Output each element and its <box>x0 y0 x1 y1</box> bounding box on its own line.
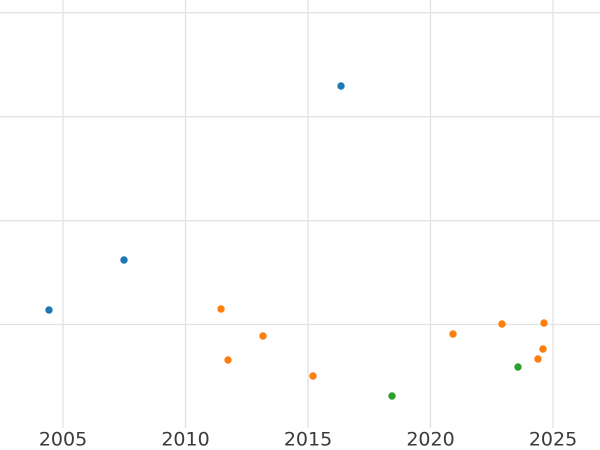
x-axis-tick-labels: 2005 2010 2015 2020 2025 <box>39 429 577 450</box>
x-tick-label: 2025 <box>529 429 577 450</box>
scatter-point-orange <box>498 320 506 328</box>
scatter-point-blue <box>45 306 53 314</box>
x-tick-label: 2010 <box>161 429 209 450</box>
scatter-point-orange <box>217 305 225 313</box>
scatter-point-blue <box>337 82 345 90</box>
scatter-point-orange <box>534 355 542 363</box>
scatter-point-orange <box>259 332 267 340</box>
scatter-point-orange <box>224 356 232 364</box>
scatter-point-orange <box>449 330 457 338</box>
scatter-point-green <box>388 392 396 400</box>
scatter-point-orange <box>540 319 548 327</box>
x-tick-label: 2005 <box>39 429 87 450</box>
scatter-point-orange <box>309 372 317 380</box>
scatter-points <box>45 82 548 400</box>
scatter-point-blue <box>120 256 128 264</box>
scatter-point-green <box>514 363 522 371</box>
x-tick-label: 2020 <box>406 429 454 450</box>
vertical-gridlines <box>62 0 554 428</box>
x-tick-label: 2015 <box>284 429 332 450</box>
scatter-point-orange <box>539 345 547 353</box>
